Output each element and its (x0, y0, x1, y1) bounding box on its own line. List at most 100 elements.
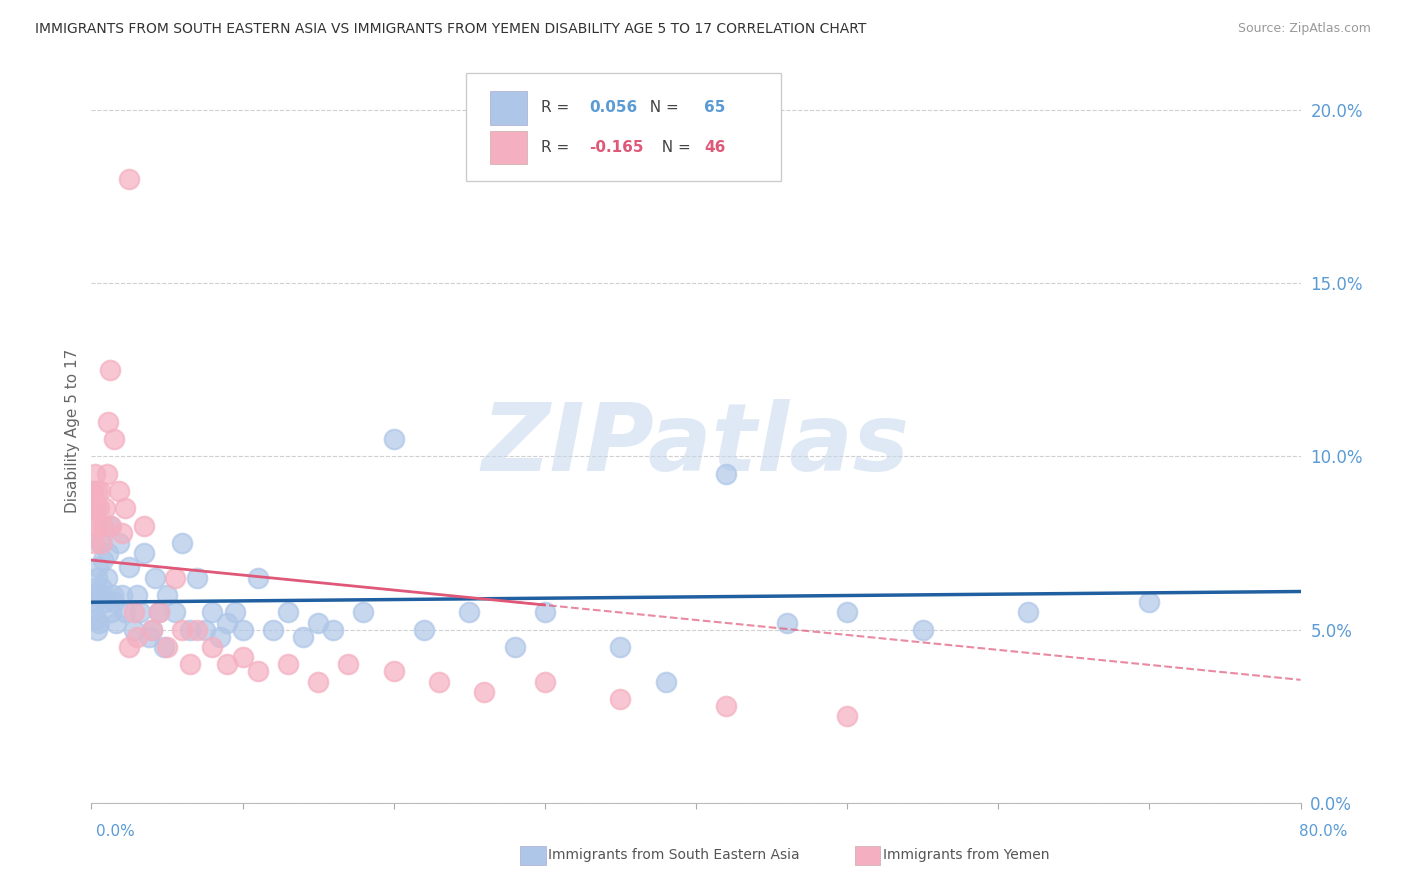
Point (122, 623, 145, 637)
Point (86, 518, 108, 533)
Point (1139, 595, 1161, 609)
Point (322, 623, 344, 637)
Point (153, 640, 176, 654)
Point (246, 664, 269, 678)
Point (107, 536, 129, 550)
Point (96, 467, 118, 481)
Point (503, 640, 526, 654)
Point (382, 432, 405, 446)
Text: 0.0%: 0.0% (96, 824, 135, 838)
Point (277, 605, 299, 619)
Point (122, 605, 145, 619)
Point (86, 571, 108, 585)
Point (84, 612, 107, 626)
Point (82, 605, 104, 619)
Point (352, 605, 374, 619)
Point (89, 536, 111, 550)
Point (277, 657, 299, 672)
Point (82, 483, 104, 498)
Text: R =: R = (541, 140, 574, 155)
Point (111, 588, 132, 602)
Point (427, 674, 450, 689)
Text: Source: ZipAtlas.com: Source: ZipAtlas.com (1237, 22, 1371, 36)
Point (655, 674, 678, 689)
Point (609, 640, 631, 654)
Point (118, 172, 141, 186)
Text: N =: N = (652, 140, 696, 155)
Point (458, 605, 481, 619)
Point (307, 615, 329, 630)
Point (172, 536, 194, 550)
Point (96, 571, 118, 585)
Point (114, 501, 136, 516)
Point (156, 640, 179, 654)
Text: 46: 46 (704, 140, 725, 155)
Point (217, 615, 239, 630)
Text: ZIPatlas: ZIPatlas (482, 400, 910, 491)
Text: N =: N = (640, 101, 683, 115)
Text: Immigrants from South Eastern Asia: Immigrants from South Eastern Asia (548, 847, 800, 862)
Point (101, 588, 124, 602)
Point (134, 518, 156, 533)
Point (246, 571, 269, 585)
Point (104, 615, 127, 630)
FancyBboxPatch shape (467, 73, 780, 181)
Point (534, 674, 557, 689)
Text: IMMIGRANTS FROM SOUTH EASTERN ASIA VS IMMIGRANTS FROM YEMEN DISABILITY AGE 5 TO : IMMIGRANTS FROM SOUTH EASTERN ASIA VS IM… (35, 22, 866, 37)
Bar (491, 91, 527, 125)
Point (100, 518, 122, 533)
Text: 80.0%: 80.0% (1299, 824, 1347, 838)
Point (94, 595, 117, 609)
Point (179, 623, 201, 637)
Y-axis label: Disability Age 5 to 17: Disability Age 5 to 17 (65, 348, 80, 513)
Point (86, 483, 108, 498)
Point (835, 709, 858, 723)
Point (138, 630, 160, 644)
Point (83, 595, 105, 609)
Point (201, 640, 224, 654)
Point (111, 525, 132, 540)
Point (382, 664, 405, 678)
Point (262, 623, 284, 637)
Point (141, 623, 163, 637)
Point (125, 588, 148, 602)
Point (208, 630, 231, 644)
Point (307, 674, 329, 689)
Point (163, 571, 186, 585)
Point (609, 691, 631, 706)
Point (118, 640, 141, 654)
Point (84, 501, 107, 516)
Point (172, 623, 194, 637)
Text: Immigrants from Yemen: Immigrants from Yemen (883, 847, 1049, 862)
Point (100, 605, 122, 619)
Point (224, 605, 246, 619)
Point (84, 581, 107, 595)
Point (534, 605, 557, 619)
Point (98, 363, 121, 377)
Point (201, 605, 224, 619)
Point (93, 553, 115, 567)
Point (148, 605, 170, 619)
Point (231, 623, 253, 637)
Point (128, 605, 150, 619)
Point (114, 605, 136, 619)
Point (835, 605, 858, 619)
Point (103, 595, 125, 609)
Point (292, 630, 315, 644)
Text: 0.056: 0.056 (589, 101, 638, 115)
Point (82, 501, 104, 516)
Point (87, 615, 110, 630)
Point (714, 467, 737, 481)
Point (156, 588, 179, 602)
Point (89, 588, 111, 602)
Point (87, 560, 110, 574)
Point (217, 657, 239, 672)
Point (186, 571, 208, 585)
Point (83, 588, 105, 602)
Point (83, 518, 105, 533)
Text: 65: 65 (704, 101, 725, 115)
Text: -0.165: -0.165 (589, 140, 644, 155)
Point (94, 501, 117, 516)
Point (118, 560, 141, 574)
Point (98, 518, 121, 533)
